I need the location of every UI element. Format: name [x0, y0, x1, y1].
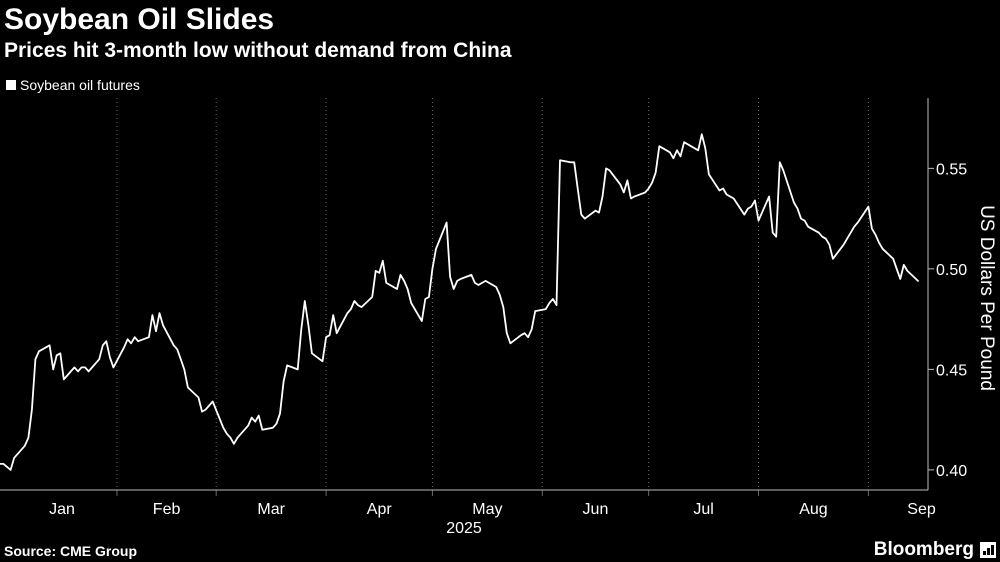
source-note: Source: CME Group: [4, 543, 138, 559]
y-tick-label: 0.55: [936, 161, 967, 178]
y-tick-label: 0.50: [936, 262, 967, 279]
x-tick-label: Sep: [907, 501, 936, 518]
tick-labels: Jan Feb Mar Apr May Jun Jul Aug Sep 0.40 0.45 0.50 0…: [49, 161, 967, 518]
x-tick-label: Mar: [257, 501, 285, 518]
x-tick-label: Jan: [49, 501, 75, 518]
x-tick-label: Aug: [799, 501, 827, 518]
x-tick-label: May: [472, 501, 502, 518]
y-tick-label: 0.40: [936, 463, 967, 480]
y-tick-label: 0.45: [936, 362, 967, 379]
grid-lines: [116, 98, 869, 490]
legend-label: Soybean oil futures: [20, 77, 140, 93]
legend-swatch: [6, 80, 16, 90]
legend: Soybean oil futures: [6, 76, 140, 94]
x-tick-label: Jul: [693, 501, 713, 518]
series-line-soybean-oil: [0, 133, 919, 471]
x-axis-year-label: 2025: [446, 520, 482, 537]
y-axis-title: US Dollars Per Pound: [976, 205, 997, 391]
brand-mark-icon: [980, 542, 996, 558]
series: [0, 133, 919, 471]
axes: [0, 98, 934, 496]
x-tick-label: Feb: [153, 501, 181, 518]
chart-title: Soybean Oil Slides: [4, 3, 275, 36]
x-tick-label: Jun: [583, 501, 609, 518]
x-tick-label: Apr: [367, 501, 393, 518]
chart-subtitle: Prices hit 3-month low without demand fr…: [4, 39, 512, 62]
brand-logo: Bloomberg: [873, 539, 974, 560]
